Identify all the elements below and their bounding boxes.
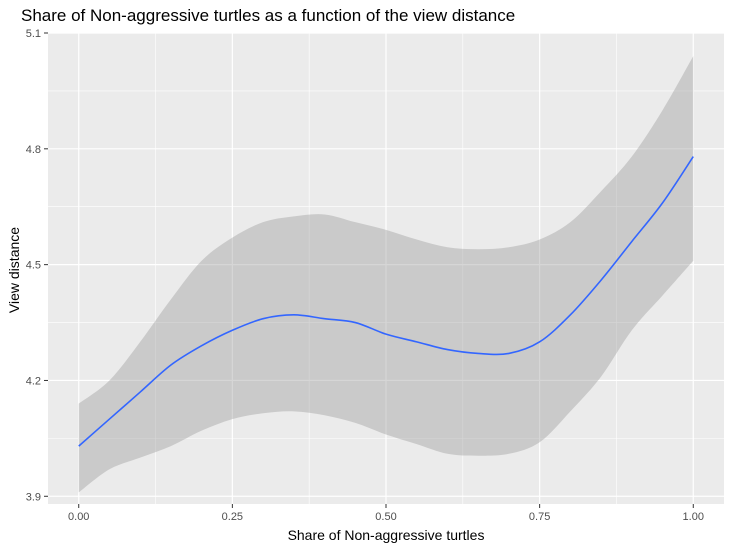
data-point [415,340,418,343]
x-tick-label: 0.75 [529,511,550,523]
confidence-band [78,56,694,493]
y-tick-label: 4.2 [26,375,41,387]
x-tick-label: 1.00 [683,511,704,523]
data-point [169,364,172,367]
data-point [354,321,357,324]
y-tick-label: 5.1 [26,28,41,40]
data-point [600,279,603,282]
y-axis-label: View distance [6,226,22,314]
data-point [385,333,388,336]
data-point [108,418,111,421]
x-axis-label: Share of Non-aggressive turtles [287,527,485,543]
data-point [661,201,664,204]
y-tick-label: 4.8 [26,144,41,156]
data-point [77,445,80,448]
x-tick-label: 0.25 [222,511,243,523]
data-point [292,313,295,316]
smooth-line [78,156,694,447]
chart-title: Share of Non-aggressive turtles as a fun… [21,6,516,25]
data-point [139,391,142,394]
data-point [262,317,265,320]
data-point [477,352,480,355]
data-point [569,313,572,316]
y-tick-label: 4.5 [26,260,41,272]
data-point [323,317,326,320]
data-point [692,155,695,158]
x-tick-label: 0.50 [375,511,396,523]
data-point [200,344,203,347]
x-tick-label: 0.00 [68,511,89,523]
data-point [507,352,510,355]
y-tick-label: 3.9 [26,491,41,503]
data-point [538,340,541,343]
data-point [231,329,234,332]
data-point [630,240,633,243]
data-point [446,348,449,351]
